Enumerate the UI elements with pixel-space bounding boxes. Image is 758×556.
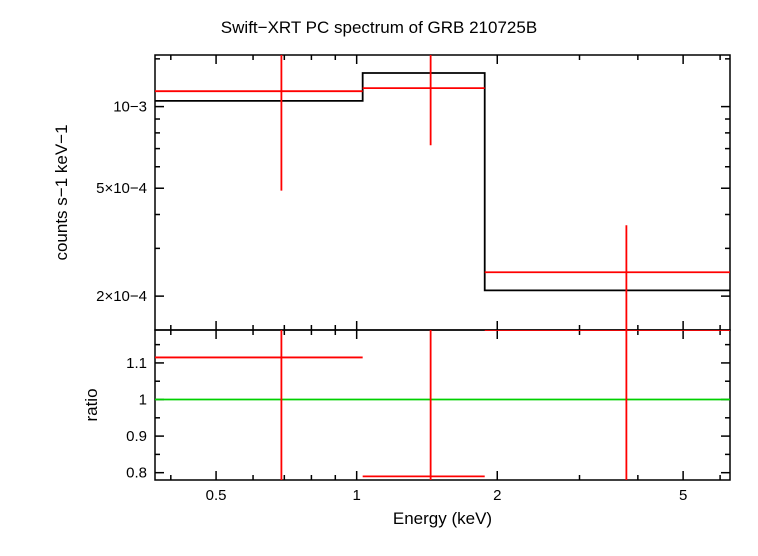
y-tick-label: 2×10−4 [96, 288, 147, 305]
x-axis-label: Energy (keV) [393, 509, 492, 528]
plot-svg: 0.5 1 2 5 Energy (keV) 2×10−4 5×10−4 10−3 0.8 0.9… [0, 0, 758, 556]
y-tick-label: 5×10−4 [96, 180, 147, 197]
bottom-panel-frame [155, 330, 730, 480]
data-points-top [155, 55, 730, 330]
ratio-points [155, 330, 730, 480]
x-tick-label: 0.5 [206, 487, 227, 504]
spectrum-chart: Swift−XRT PC spectrum of GRB 210725B 0.5… [0, 0, 758, 556]
y-tick-label: 1 [139, 392, 147, 409]
y-tick-label: 10−3 [113, 99, 147, 116]
y-tick-label: 1.1 [126, 355, 147, 372]
y-axis-label-top: counts s−1 keV−1 [52, 124, 71, 260]
y-axis-label-bottom: ratio [82, 388, 101, 421]
top-panel-frame [155, 55, 730, 330]
x-tick-label: 2 [493, 487, 501, 504]
y-tick-label: 0.9 [126, 428, 147, 445]
x-tick-label: 5 [679, 487, 687, 504]
chart-title: Swift−XRT PC spectrum of GRB 210725B [0, 18, 758, 38]
y-tick-label: 0.8 [126, 465, 147, 482]
x-tick-label: 1 [352, 487, 360, 504]
model-step-line [155, 73, 730, 290]
